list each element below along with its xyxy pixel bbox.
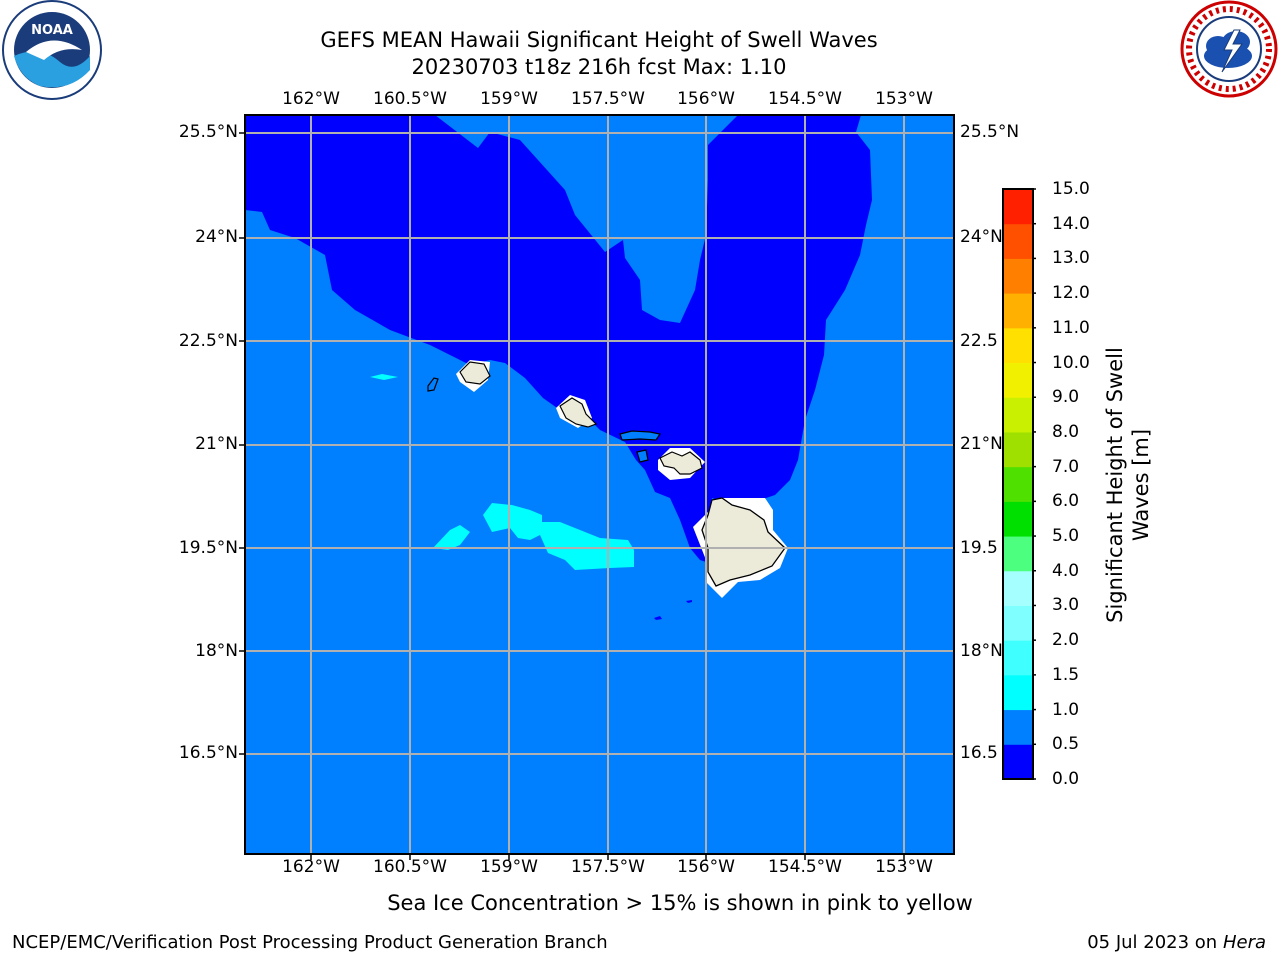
lon-label-bottom: 153°W [875,857,933,877]
niihau [427,377,439,392]
map-tick-marks [239,132,905,860]
footer-right: 05 Jul 2023 on Hera [1087,932,1266,953]
noaa-logo: NOAA [0,0,104,104]
lat-label-right: 22.5 [960,331,998,351]
lat-label-left: 18°N [195,641,238,661]
chart-title: GEFS MEAN Hawaii Significant Height of S… [320,28,878,52]
lon-label-bottom: 162°W [282,857,340,877]
maui [659,451,703,475]
footer-date: 05 Jul 2023 on [1087,932,1223,953]
svg-text:NOAA: NOAA [31,23,73,38]
shoal-2 [686,600,692,603]
colorbar-tick-label: 3.0 [1052,595,1080,616]
footer-host: Hera [1222,932,1266,953]
swell-band-1.0-1.5-c [370,374,398,380]
colorbar-label: Significant Height of Swell Waves [m] [1103,347,1153,623]
colorbar-tick-label: 13.0 [1052,248,1090,269]
colorbar-swatch [1003,327,1033,364]
nws-logo [1178,0,1280,100]
colorbar-tick-label: 4.0 [1052,560,1080,581]
colorbar-tick-label: 10.0 [1052,352,1090,373]
lat-label-left: 16.5°N [178,743,238,763]
lat-label-left: 19.5°N [178,538,238,558]
chart-subtitle: 20230703 t18z 216h fcst Max: 1.10 [411,55,787,79]
colorbar-swatch [1003,640,1033,676]
colorbar-swatch [1003,605,1033,641]
lon-label-bottom: 156°W [677,857,735,877]
colorbar-swatch [1003,536,1033,572]
lat-label-left: 22.5°N [178,331,238,351]
sea-ice-note: Sea Ice Concentration > 15% is shown in … [0,891,1280,915]
lon-label-bottom: 157.5°W [571,857,645,877]
noaa-logo-icon: NOAA [2,0,102,100]
colorbar-swatch [1003,674,1033,711]
lat-label-right: 21°N [960,434,1003,454]
lon-label-bottom: 154.5°W [768,857,842,877]
lat-label-right: 18°N [960,641,1003,661]
lat-label-right: 19.5 [960,538,998,558]
colorbar-tick-label: 5.0 [1052,526,1080,547]
lat-label-right: 25.5°N [960,122,1020,142]
colorbar-tick-label: 7.0 [1052,456,1080,477]
colorbar-swatch [1003,431,1033,468]
swell-band-1.0-1.5-a [433,525,470,550]
colorbar-swatch [1003,293,1033,329]
lon-label-bottom: 159°W [480,857,538,877]
colorbar-swatch [1003,362,1033,398]
lat-label-left: 25.5°N [178,122,238,142]
map-frame [244,114,955,855]
colorbar-tick-label: 14.0 [1052,213,1090,234]
lat-label-right: 24°N [960,227,1003,247]
molokai [619,430,661,441]
nws-logo-icon [1180,0,1278,98]
lon-label-top: 159°W [480,89,538,109]
lon-label-top: 162°W [282,89,340,109]
lat-label-left: 24°N [195,227,238,247]
colorbar-tick-label: 9.0 [1052,387,1080,408]
colorbar-tick-label: 11.0 [1052,317,1090,338]
kauai [459,361,491,385]
lon-label-top: 160.5°W [373,89,447,109]
sea-ice-note-text: Sea Ice Concentration > 15% is shown in … [387,891,973,915]
colorbar-tick-label: 12.0 [1052,283,1090,304]
shoal-1 [654,616,662,620]
colorbar-swatch [1003,501,1033,537]
lon-label-top: 156°W [677,89,735,109]
footer-left: NCEP/EMC/Verification Post Processing Pr… [12,932,608,953]
colorbar-tick-label: 8.0 [1052,421,1080,442]
colorbar-tick-label: 0.5 [1052,734,1080,755]
colorbar-tick-label: 1.0 [1052,699,1080,720]
swell-band-1.0-1.5-b [483,503,634,570]
colorbar-outline [1002,188,1034,780]
lat-label-right: 16.5 [960,743,998,763]
lon-label-bottom: 160.5°W [373,857,447,877]
lon-label-top: 154.5°W [768,89,842,109]
colorbar-swatch [1003,709,1033,745]
lon-label-top: 157.5°W [571,89,645,109]
colorbar-swatches [1002,188,1036,780]
lon-label-top: 153°W [875,89,933,109]
colorbar-swatch [1003,189,1033,225]
colorbar-swatch [1003,258,1033,294]
colorbar-swatch [1003,570,1033,606]
colorbar-tick-label: 2.0 [1052,630,1080,651]
colorbar-tick-label: 6.0 [1052,491,1080,512]
oahu [559,397,598,428]
lat-label-left: 21°N [195,434,238,454]
colorbar-swatch [1003,744,1033,780]
colorbar-swatch [1003,223,1033,259]
colorbar-tick-label: 0.0 [1052,769,1080,789]
swell-band-0-0.5 [245,115,872,562]
colorbar-tick-label: 1.5 [1052,664,1080,685]
colorbar-swatch [1003,397,1033,433]
lanai [636,449,649,463]
colorbar-tick-label: 15.0 [1052,179,1090,199]
graticule [245,115,954,854]
colorbar-swatch [1003,466,1033,502]
